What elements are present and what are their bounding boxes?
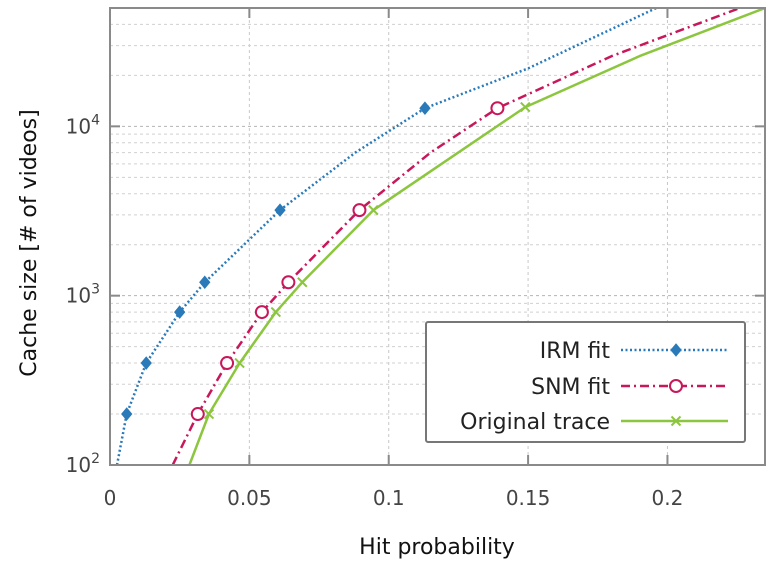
legend-box	[425, 321, 746, 443]
data-point-snm-fit	[490, 101, 505, 116]
data-point-snm-fit	[254, 305, 269, 320]
legend-label-original-trace: Original trace	[460, 410, 610, 435]
y-tick-label: 103	[66, 282, 100, 308]
series-layer	[115, 8, 765, 465]
series-snm-fit	[171, 8, 741, 465]
plot-frame	[109, 7, 766, 466]
x-tick-label: 0	[104, 486, 117, 510]
data-point-snm-fit	[220, 356, 235, 371]
legend-marker-irm-fit	[670, 343, 682, 357]
data-point-irm-fit	[419, 101, 431, 115]
legend-item-snm-fit: SNM fit	[531, 375, 728, 400]
series-original-trace	[188, 8, 765, 465]
legend-item-original-trace: Original trace	[460, 410, 728, 435]
y-axis-label: Cache size [# of videos]	[17, 109, 42, 376]
x-tick-label: 0.05	[227, 486, 272, 510]
x-tick-label: 0.1	[373, 486, 405, 510]
axis-ticks: 0 0.05 0.1 0.15 0.2 102 103 104	[66, 8, 765, 510]
series-line-snm-fit	[171, 8, 741, 465]
data-point-original-trace	[297, 277, 308, 288]
data-point-original-trace	[203, 408, 215, 420]
data-point-snm-fit	[281, 275, 296, 290]
x-axis-label: Hit probability	[359, 535, 515, 560]
data-point-irm-fit	[274, 203, 286, 217]
data-point-original-trace	[270, 306, 282, 318]
data-point-snm-fit	[352, 203, 367, 218]
data-point-snm-fit	[190, 407, 205, 422]
legend-item-irm-fit: IRM fit	[540, 339, 728, 364]
series-irm-fit	[115, 8, 657, 465]
data-point-irm-fit	[174, 305, 186, 319]
y-tick-label: 104	[66, 112, 100, 138]
data-point-irm-fit	[199, 275, 211, 290]
legend-label-snm-fit: SNM fit	[531, 375, 610, 400]
y-tick-label: 102	[66, 451, 100, 477]
data-point-original-trace	[368, 204, 379, 216]
data-point-irm-fit	[140, 356, 152, 370]
grid	[110, 8, 765, 465]
legend: IRM fit SNM fit Original trace	[425, 321, 746, 443]
data-point-original-trace	[234, 357, 245, 369]
legend-label-irm-fit: IRM fit	[540, 339, 611, 364]
x-tick-label: 0.2	[652, 486, 684, 510]
x-tick-label: 0.15	[506, 486, 551, 510]
data-point-original-trace	[520, 101, 531, 113]
legend-marker-original-trace	[670, 415, 682, 427]
legend-marker-snm-fit	[669, 379, 683, 393]
data-point-irm-fit	[121, 407, 133, 421]
